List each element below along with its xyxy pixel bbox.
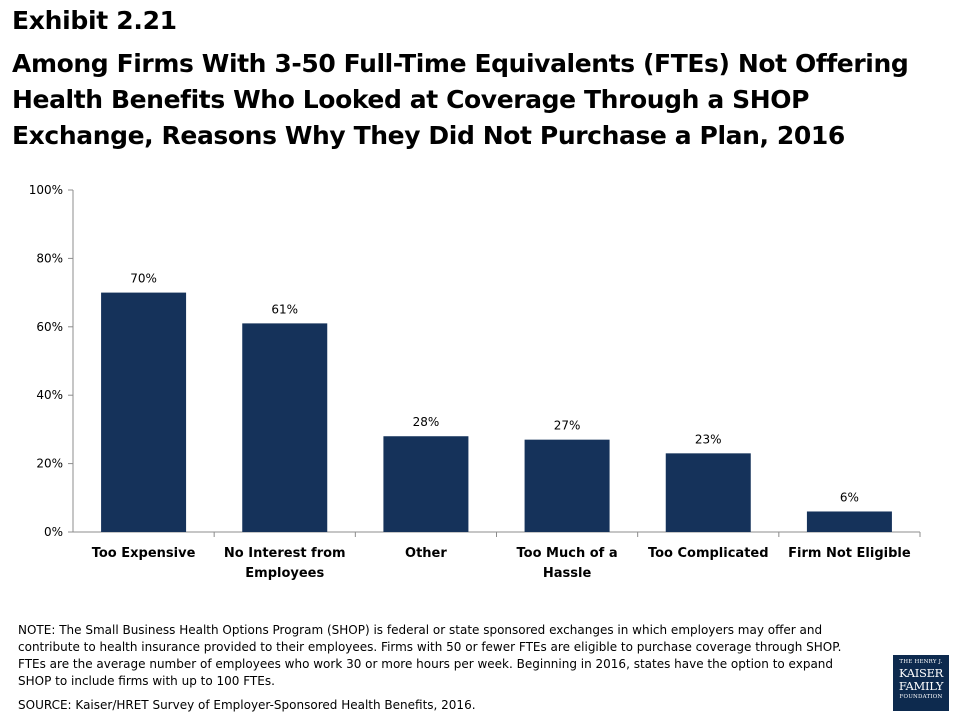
x-tick-label: Hassle — [543, 566, 592, 581]
logo-line-1: THE HENRY J. — [899, 659, 943, 665]
data-label: 27% — [554, 419, 581, 433]
kff-logo: THE HENRY J. KAISER FAMILY FOUNDATION — [893, 655, 949, 711]
y-tick-label: 60% — [36, 320, 63, 334]
y-tick-label: 40% — [36, 388, 63, 402]
bar-chart: 0% 20% 40% 60% 80% 100% 70% Too Expensive 61% No … — [29, 183, 921, 581]
x-tick-label: Too Complicated — [648, 546, 769, 561]
logo-line-4: FOUNDATION — [899, 694, 943, 700]
source-note: SOURCE: Kaiser/HRET Survey of Employer-S… — [18, 698, 476, 712]
bar — [383, 436, 469, 532]
y-tick-label: 80% — [36, 251, 63, 265]
x-tick-label: No Interest from — [224, 546, 346, 561]
data-label: 6% — [840, 490, 859, 504]
x-tick-label: Other — [405, 546, 447, 561]
bar — [524, 439, 610, 532]
bar — [665, 453, 751, 532]
x-tick-label: Too Much of a — [517, 546, 618, 561]
data-label: 70% — [130, 272, 157, 286]
data-label: 28% — [413, 415, 440, 429]
bar — [806, 511, 892, 532]
logo-line-2: KAISER — [898, 666, 944, 680]
bar — [101, 292, 187, 532]
footnote: NOTE: The Small Business Health Options … — [18, 623, 842, 688]
x-tick-label: Too Expensive — [92, 546, 196, 561]
bar — [242, 323, 328, 532]
exhibit-number: Exhibit 2.21 — [12, 6, 177, 35]
chart-title: Among Firms With 3-50 Full-Time Equivale… — [12, 49, 909, 150]
y-tick-label: 100% — [29, 183, 63, 197]
logo-line-3: FAMILY — [898, 679, 944, 693]
y-tick-label: 0% — [44, 525, 63, 539]
data-label: 61% — [271, 302, 298, 316]
y-tick-label: 20% — [36, 457, 63, 471]
data-label: 23% — [695, 432, 722, 446]
x-tick-label: Employees — [245, 566, 324, 581]
x-tick-label: Firm Not Eligible — [788, 546, 911, 561]
